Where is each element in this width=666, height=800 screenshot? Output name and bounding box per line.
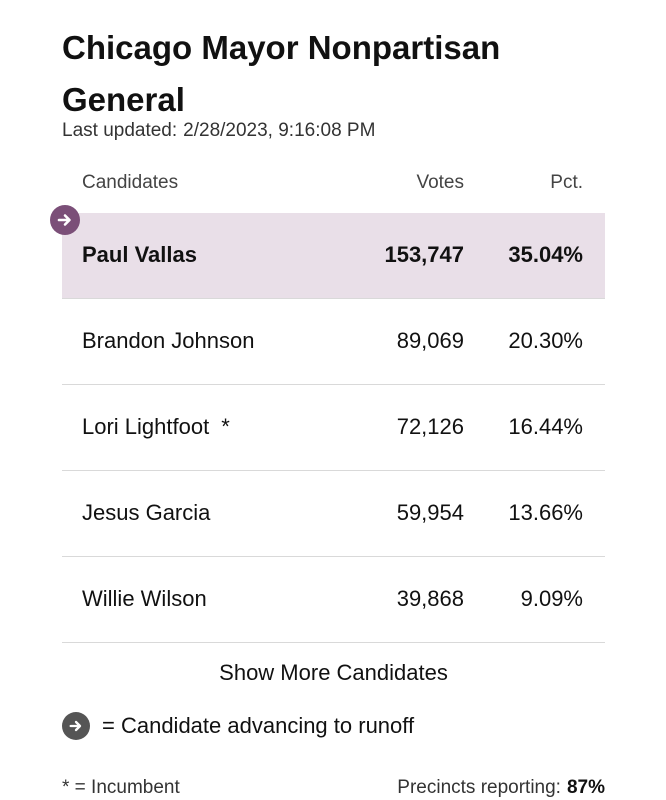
candidate-name: Lori Lightfoot: [82, 414, 210, 439]
candidate-votes: 39,868: [396, 586, 464, 611]
candidate-name: Jesus Garcia: [82, 500, 211, 525]
candidate-votes: 153,747: [384, 242, 464, 267]
last-updated-value: 2/28/2023, 9:16:08 PM: [183, 120, 376, 141]
table-row: Lori Lightfoot * 72,126 16.44%: [62, 385, 605, 471]
candidate-pct: 13.66%: [508, 500, 583, 525]
table-row: Brandon Johnson 89,069 20.30%: [62, 299, 605, 385]
table-row: Jesus Garcia 59,954 13.66%: [62, 471, 605, 557]
precincts-value: 87%: [566, 777, 605, 798]
incumbent-note: * = Incumbent: [62, 777, 180, 798]
show-more-candidates-button[interactable]: Show More Candidates: [62, 660, 605, 686]
candidate-pct: 20.30%: [508, 328, 583, 353]
last-updated-label: Last updated:: [62, 120, 178, 141]
candidate-name: Brandon Johnson: [82, 328, 255, 353]
table-header: Candidates Votes Pct.: [62, 172, 605, 200]
arrow-right-circle-icon: [50, 205, 80, 235]
legend-text: = Candidate advancing to runoff: [102, 713, 415, 738]
candidate-votes: 59,954: [396, 500, 464, 525]
column-header-candidates: Candidates: [82, 172, 179, 193]
column-header-votes: Votes: [416, 172, 464, 193]
candidate-name: Willie Wilson: [82, 586, 207, 611]
results-table: Paul Vallas 153,747 35.04% Brandon Johns…: [50, 205, 605, 643]
arrow-right-circle-icon: [62, 712, 90, 740]
page-title: Chicago Mayor Nonpartisan General: [62, 29, 501, 118]
candidate-votes: 89,069: [396, 328, 464, 353]
last-updated: Last updated: 2/28/2023, 9:16:08 PM: [62, 120, 375, 142]
column-header-pct: Pct.: [550, 172, 583, 193]
legend: = Candidate advancing to runoff: [62, 710, 414, 742]
candidate-pct: 16.44%: [508, 414, 583, 439]
incumbent-marker: *: [221, 414, 230, 439]
candidate-pct: 9.09%: [520, 586, 583, 611]
table-row: Willie Wilson 39,868 9.09%: [62, 557, 605, 643]
candidate-name-wrap: Lori Lightfoot *: [82, 414, 230, 440]
table-row: Paul Vallas 153,747 35.04%: [50, 205, 605, 299]
precincts-label: Precincts reporting:: [397, 777, 561, 798]
precincts-reporting: Precincts reporting: 87%: [397, 777, 605, 799]
candidate-name: Paul Vallas: [82, 242, 197, 267]
candidate-votes: 72,126: [396, 414, 464, 439]
candidate-pct: 35.04%: [508, 242, 583, 267]
